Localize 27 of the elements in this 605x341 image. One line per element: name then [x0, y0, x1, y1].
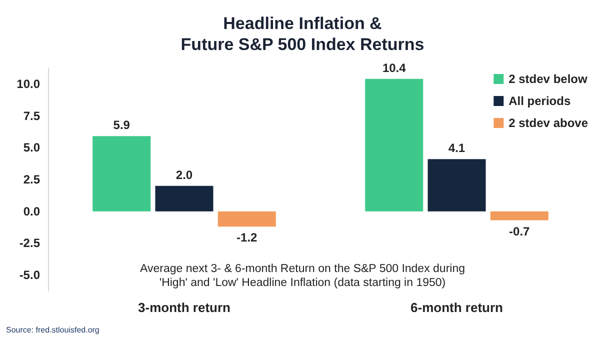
x-tick-label: 6-month return — [410, 300, 504, 315]
x-tick-label: 3-month return — [138, 300, 231, 315]
data-label: 4.1 — [448, 141, 466, 156]
legend-label: 2 stdev below — [508, 72, 588, 86]
legend-label: All periods — [508, 94, 571, 108]
annotation: Average next 3- & 6-month Return on the S&P 500 Index during 'High' and 'Low' Headline Inflation (data starting in 1950) — [140, 263, 465, 289]
source-note: Source: fred.stlouisfed.org — [6, 326, 100, 334]
data-label: 10.4 — [382, 60, 406, 75]
data-label: 5.9 — [113, 118, 130, 132]
legend-label: 2 stdev above — [508, 116, 588, 130]
bar — [92, 136, 151, 212]
bar — [155, 186, 214, 212]
chart-title: Headline Inflation & Future S&P 500 Index Returns — [180, 14, 424, 54]
bar — [218, 211, 276, 227]
y-tick-label: 5.0 — [23, 140, 40, 155]
y-tick-label: 2.5 — [23, 172, 40, 186]
data-label: -1.2 — [236, 230, 258, 245]
data-label: -0.7 — [509, 224, 530, 238]
y-tick-label: -5.0 — [19, 268, 40, 282]
y-tick-label: 10.0 — [16, 76, 40, 91]
y-tick-label: 0.0 — [23, 204, 40, 218]
bar — [365, 78, 424, 212]
data-label: 2.0 — [176, 168, 193, 182]
bar — [428, 159, 486, 212]
y-tick-label: -2.5 — [19, 236, 40, 250]
y-tick-label: 7.5 — [23, 108, 40, 123]
bar — [490, 211, 548, 220]
